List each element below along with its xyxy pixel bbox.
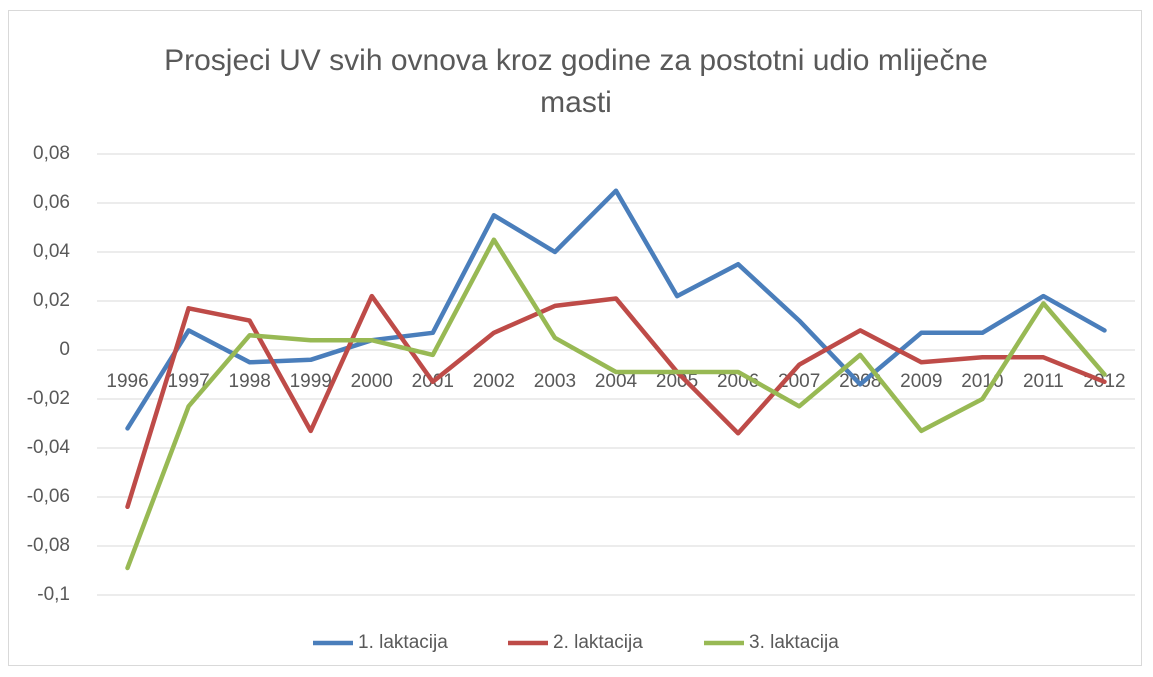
y-tick-label: -0,08 <box>27 535 70 556</box>
x-tick-label: 1999 <box>290 371 332 392</box>
x-tick-label: 2011 <box>1023 371 1064 392</box>
chart-frame <box>8 10 1142 666</box>
x-tick-label: 1996 <box>106 371 148 392</box>
data-line <box>125 293 1107 510</box>
x-tick-label: 2004 <box>595 371 638 392</box>
y-tick-label: -0,04 <box>27 437 71 458</box>
x-tick-label: 2009 <box>900 371 942 392</box>
y-tick-label: -0,1 <box>37 584 70 605</box>
data-line <box>125 237 1107 571</box>
legend-label: 2. laktacija <box>553 632 643 653</box>
x-tick-label: 2005 <box>656 371 698 392</box>
y-tick-label: 0 <box>59 339 70 360</box>
x-tick-label: 1998 <box>229 371 271 392</box>
legend-label: 1. laktacija <box>358 632 448 653</box>
x-tick-label: 1997 <box>167 371 209 392</box>
x-tick-label: 2010 <box>961 371 1003 392</box>
chart-title: Prosjeci UV svih ovnova kroz godine za p… <box>164 44 988 119</box>
legend-label: 3. laktacija <box>749 632 839 653</box>
y-tick-label: 0,06 <box>33 192 70 213</box>
y-tick-label: -0,06 <box>27 486 70 507</box>
y-tick-label: 0,08 <box>33 143 70 164</box>
legend-item: 3. laktacija <box>704 632 839 653</box>
data-line <box>125 188 1107 431</box>
y-tick-label: 0,04 <box>33 241 70 262</box>
x-tick-label: 2003 <box>534 371 576 392</box>
x-tick-label: 2000 <box>351 371 393 392</box>
y-tick-label: 0,02 <box>33 290 70 311</box>
legend-item: 2. laktacija <box>508 632 643 653</box>
x-tick-label: 2002 <box>473 371 515 392</box>
legend-item: 1. laktacija <box>313 632 448 653</box>
y-tick-label: -0,02 <box>27 388 70 409</box>
